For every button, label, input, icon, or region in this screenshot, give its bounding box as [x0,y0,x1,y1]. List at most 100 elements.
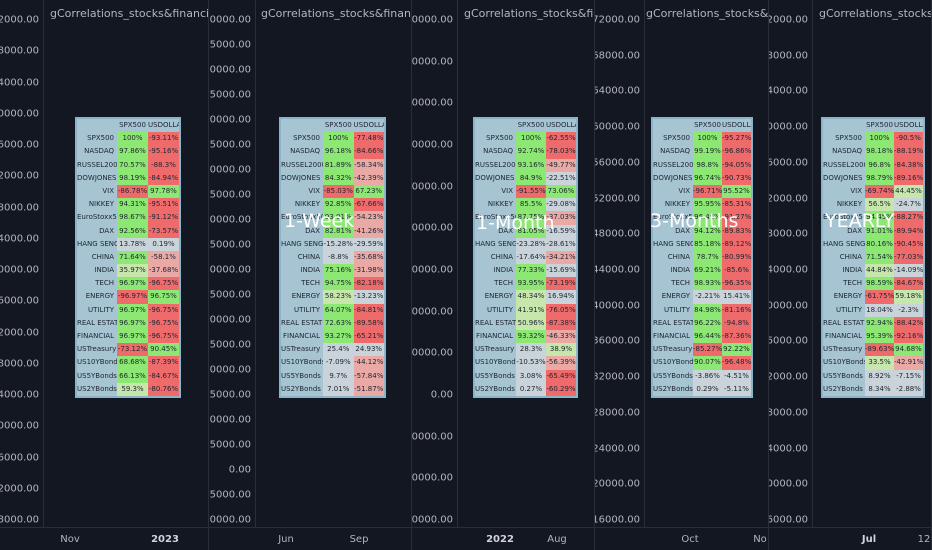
correlation-value: -82.18% [353,277,384,291]
table-header-blank [653,119,693,133]
correlation-value: 25.4% [323,343,354,357]
table-row: FINANCIAL 93.32% -46.33% [475,330,576,344]
price-axis[interactable]: 72000.00 68000.00 64000.00 60000.00 56000.00… [595,0,645,527]
price-axis[interactable]: 90000.00 80000.00 70000.00 60000.00 50000.00… [412,0,458,527]
correlation-value: -49.77% [546,158,576,172]
correlation-value: -15.28% [323,237,354,251]
asset-name: HANG SENG [823,237,865,251]
correlation-value: -96.35% [722,277,751,291]
correlation-value: -85.27% [693,343,722,357]
price-axis-label: 28000.00 [595,407,640,419]
table-row: EuroStoxx50 93.01% -54.23% [281,211,384,225]
table-row: INDIA 69.21% -85.6% [653,264,751,278]
price-axis[interactable]: 72000.00 68000.00 64000.00 60000.00 56000.00… [769,0,813,527]
table-row: US10YBonds 68.68% -87.39% [77,356,179,370]
time-axis[interactable]: Nov 2023 [0,527,208,550]
correlation-value: -41.26% [353,224,384,238]
price-axis-label: 40000.00 [0,264,39,276]
indicator-title[interactable]: gCorrelations_stocks&financials [819,7,931,20]
correlation-value: -90.5% [894,132,923,146]
correlation-value: -85.6% [722,264,751,278]
price-axis-label: 15000.00 [209,389,251,401]
correlation-value: -37.68% [148,264,179,278]
correlation-value: 59.18% [894,290,923,304]
correlation-value: -89.63% [865,343,894,357]
correlation-table: SPX500USDOLLARSPX500100%-93.11%NASDAQ97.… [75,117,181,398]
correlation-value: -28.61% [546,237,576,251]
chart-panel[interactable]: 90000.00 80000.00 70000.00 60000.00 50000.00… [412,0,595,550]
table-row: RUSSEL2000 93.16% -49.77% [475,158,576,172]
price-axis-label: 24000.00 [769,443,808,455]
asset-name: ENERGY [281,290,323,304]
table-row: VIX -91.55% 73.06% [475,184,576,199]
table-header-row: SPX500USDOLLAR [281,119,384,133]
correlation-value: -86.78% [117,184,148,199]
asset-name: SPX500 [653,132,693,146]
time-axis[interactable]: Oct No [595,527,768,550]
correlation-value: -73.57% [148,224,179,238]
price-axis-label: 20000.00 [595,478,640,490]
table-row: US2YBonds 0.27% -60.29% [475,382,576,396]
chart-panel[interactable]: 72000.00 68000.00 64000.00 60000.00 56000.00… [0,0,209,550]
time-axis-label: Jul [861,534,877,545]
price-axis-label: 5000.00 [209,439,251,451]
correlation-value: -84.66% [353,145,384,159]
asset-name: VIX [77,184,117,199]
correlation-value: 41.91% [516,303,546,317]
table-header-row: SPX500USDOLLAR [823,119,923,133]
correlation-value: 98.59% [865,277,894,291]
correlation-value: -87.39% [148,356,179,370]
asset-name: DAX [475,224,516,238]
correlation-value: -51.87% [353,382,384,396]
indicator-title[interactable]: gCorrelations_stocks&financials [50,7,209,20]
price-axis-label: 40000.00 [412,222,453,234]
table-row: TECH 96.97% -96.75% [77,277,179,291]
table-row: NASDAQ 99.19% -96.86% [653,145,751,159]
asset-name: US10YBonds [653,356,693,370]
correlation-value: -80.99% [722,250,751,265]
table-header-blank [281,119,323,133]
asset-name: NASDAQ [281,145,323,159]
indicator-title[interactable]: gCorrelations_stocks&financials [646,7,769,20]
correlation-value: 98.67% [117,211,148,225]
time-axis[interactable]: Jul 12 [769,527,931,550]
asset-name: HANG SENG [77,237,117,251]
correlation-value: -2.88% [894,382,923,396]
table-header-blank [475,119,516,133]
indicator-title[interactable]: gCorrelations_stocks&financials [464,7,594,20]
correlation-value: 98.18% [865,145,894,159]
table-row: DAX 94.12% -89.83% [653,224,751,238]
time-axis[interactable]: 2022 Aug [412,527,594,550]
indicator-title[interactable]: gCorrelations_stocks&financials [261,7,411,20]
chart-panel[interactable]: 72000.00 68000.00 64000.00 60000.00 56000.00… [595,0,769,550]
table-column-header: SPX500 [323,119,354,133]
table-row: SPX500 100% -62.55% [475,132,576,146]
price-axis-label: 20000.00 [769,478,808,490]
price-axis-label: 28000.00 [0,358,39,370]
correlation-value: 13.78% [117,237,148,251]
correlation-value: 84.32% [323,171,354,185]
correlation-value: -84.38% [894,158,923,172]
table-row: DAX 81.05% -16.59% [475,224,576,238]
asset-name: UTILITY [653,303,693,317]
correlation-value: -37.03% [546,211,576,225]
correlation-value: 100% [693,132,722,146]
correlation-value: -62.55% [546,132,576,146]
chart-panel[interactable]: 90000.00 85000.00 80000.00 75000.00 70000.00… [209,0,412,550]
price-axis[interactable]: 72000.00 68000.00 64000.00 60000.00 56000.00… [0,0,44,527]
chart-panel[interactable]: 72000.00 68000.00 64000.00 60000.00 56000.00… [769,0,932,550]
table-row: NIKKEY 92.85% -67.66% [281,198,384,212]
correlation-value: -96.97% [117,290,148,304]
table-row: FINANCIAL 96.44% -87.36% [653,330,751,344]
table-row: REAL ESTATE96.22%-94.8% [653,316,751,330]
asset-name: US5YBonds [823,369,865,383]
asset-name: FINANCIAL [475,330,516,344]
price-axis-label: 50000.00 [412,181,453,193]
price-axis[interactable]: 90000.00 85000.00 80000.00 75000.00 70000.00… [209,0,256,527]
correlation-value: 84.98% [693,303,722,317]
time-axis-label: Nov [60,534,80,545]
time-axis[interactable]: Jun Sep [209,527,411,550]
table-row: REAL ESTATE 72.63% -89.58% [281,316,384,330]
correlation-value: 68.68% [117,356,148,370]
correlation-value: -90.45% [894,237,923,251]
